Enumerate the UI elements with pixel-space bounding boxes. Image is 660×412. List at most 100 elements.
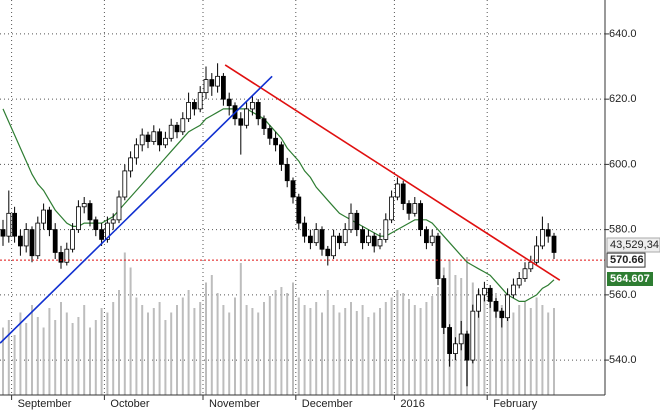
volume-bar bbox=[129, 267, 132, 395]
y-tick-label: 560.0 bbox=[609, 289, 637, 301]
candle-body bbox=[371, 235, 377, 247]
volume-bar bbox=[425, 302, 428, 395]
candle-body bbox=[290, 180, 296, 198]
x-tick-label: February bbox=[493, 398, 538, 410]
candle-body bbox=[354, 212, 360, 231]
candle-body bbox=[296, 196, 302, 224]
candle-body bbox=[151, 131, 157, 142]
candle-body bbox=[429, 235, 435, 244]
candle-body bbox=[29, 229, 35, 257]
candle-body bbox=[191, 102, 197, 110]
volume-bar bbox=[512, 312, 515, 395]
volume-bar bbox=[361, 305, 364, 395]
volume-bar bbox=[268, 296, 271, 395]
volume-bar bbox=[60, 302, 62, 395]
volume-bar bbox=[2, 327, 4, 395]
volume-bar bbox=[529, 308, 532, 395]
candle-body bbox=[394, 183, 400, 198]
candle-body bbox=[99, 229, 104, 240]
volume-bar bbox=[228, 312, 231, 395]
volume-bar bbox=[199, 302, 202, 395]
volume-bar bbox=[251, 308, 254, 395]
volume-bar bbox=[303, 305, 306, 395]
volume-bar bbox=[152, 308, 155, 395]
volume-bar bbox=[367, 317, 370, 395]
candle-body bbox=[203, 79, 209, 94]
volume-bar bbox=[210, 275, 213, 395]
ma-label-box bbox=[607, 272, 653, 286]
volume-bar bbox=[118, 290, 120, 395]
candle-body bbox=[81, 203, 87, 208]
volume-bar bbox=[280, 287, 283, 395]
volume-bar bbox=[553, 308, 555, 395]
x-tick-label: September bbox=[18, 398, 72, 410]
candle-body bbox=[12, 212, 18, 237]
volume-bar bbox=[100, 308, 103, 395]
volume-bar bbox=[396, 290, 399, 395]
volume-bar bbox=[350, 302, 352, 395]
candle-body bbox=[534, 245, 539, 263]
level-label: 570.66 bbox=[610, 254, 644, 266]
volume-bar bbox=[31, 305, 33, 395]
volume-bar bbox=[373, 312, 376, 395]
volume-bar bbox=[112, 302, 115, 395]
candle-body bbox=[377, 239, 383, 247]
candle-body bbox=[255, 102, 261, 120]
y-tick-label: 620.0 bbox=[609, 93, 637, 105]
candle-body bbox=[41, 209, 46, 224]
volume-bar bbox=[506, 308, 509, 395]
candle-body bbox=[516, 278, 522, 286]
trend-line bbox=[0, 75, 273, 344]
candle-body bbox=[238, 118, 244, 126]
candle-body bbox=[70, 229, 75, 250]
candle-body bbox=[267, 128, 273, 139]
candle-body bbox=[52, 229, 58, 253]
candle-body bbox=[273, 137, 279, 146]
volume-bar bbox=[36, 317, 39, 395]
candle-body bbox=[476, 294, 482, 312]
candle-body bbox=[6, 212, 12, 237]
candle-body bbox=[87, 203, 93, 221]
volume-bar bbox=[135, 297, 138, 395]
candle-body bbox=[122, 170, 128, 198]
volume-bar bbox=[274, 290, 277, 395]
candle-body bbox=[383, 219, 389, 240]
volume-bar bbox=[216, 293, 219, 395]
volume-bar bbox=[390, 297, 393, 395]
volume-bar bbox=[292, 282, 294, 395]
candle-body bbox=[35, 222, 41, 257]
x-tick-label: November bbox=[209, 398, 260, 410]
candle-body bbox=[505, 294, 511, 319]
x-tick-label: 2016 bbox=[400, 398, 424, 410]
candle-body bbox=[145, 134, 151, 142]
candle-body bbox=[162, 137, 168, 146]
volume-bar bbox=[431, 296, 434, 395]
y-tick-label: 540.0 bbox=[609, 354, 637, 366]
y-tick-label: 580.0 bbox=[609, 224, 637, 236]
candle-body bbox=[110, 219, 116, 224]
volume-bar bbox=[19, 312, 22, 395]
candle-body bbox=[458, 333, 464, 345]
candle-body bbox=[493, 300, 499, 312]
volume-label: 43,529,34 bbox=[610, 239, 659, 251]
volume-bar bbox=[402, 293, 405, 395]
volume-bar bbox=[13, 335, 16, 395]
volume-bar bbox=[83, 305, 86, 395]
volume-bar bbox=[541, 305, 544, 395]
candle-body bbox=[197, 92, 203, 110]
volume-bar bbox=[419, 308, 422, 395]
volume-bar bbox=[257, 312, 260, 395]
candle-body bbox=[220, 75, 226, 100]
candle-body bbox=[209, 79, 215, 87]
volume-bar bbox=[176, 305, 178, 395]
candle-body bbox=[128, 157, 134, 172]
candle-body bbox=[313, 229, 319, 244]
volume-bar bbox=[245, 305, 248, 395]
candle-body bbox=[487, 287, 493, 302]
candle-body bbox=[278, 144, 284, 165]
volume-bar bbox=[147, 312, 149, 395]
volume-bar bbox=[379, 308, 381, 395]
candle-body bbox=[58, 252, 64, 263]
candle-body bbox=[423, 229, 429, 244]
volume-bar bbox=[489, 302, 492, 395]
